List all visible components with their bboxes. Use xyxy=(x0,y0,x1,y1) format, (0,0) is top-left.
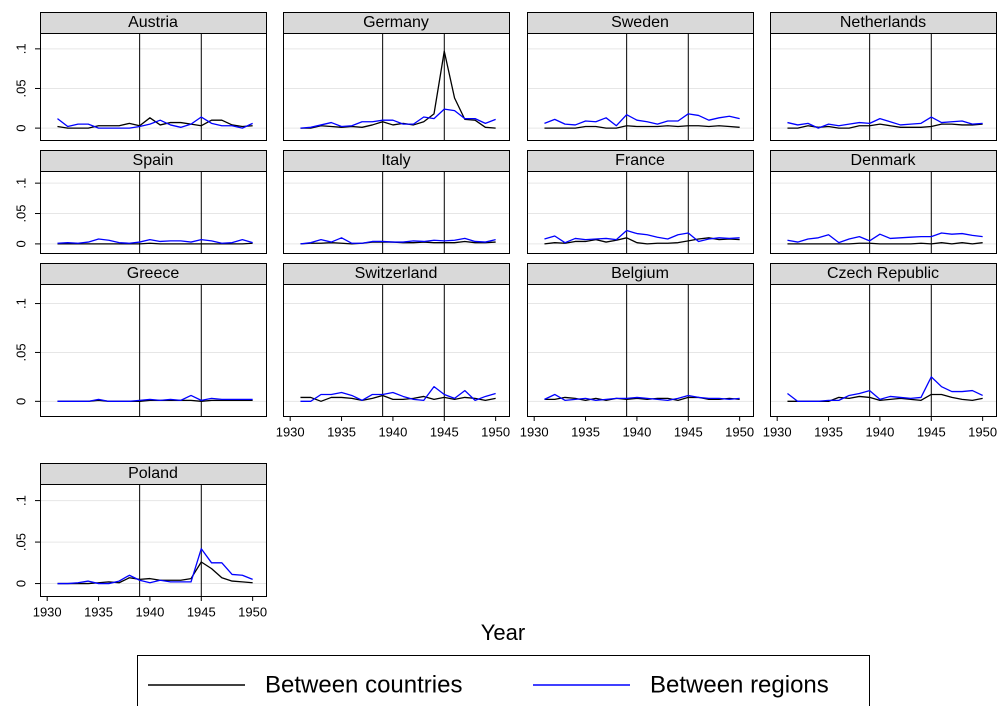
x-tick-label: 1945 xyxy=(430,424,459,439)
plot-area xyxy=(527,171,754,254)
panel-title: Spain xyxy=(133,152,174,169)
series-line xyxy=(787,232,983,244)
plot-area xyxy=(527,284,754,417)
series-line xyxy=(787,376,983,402)
x-tick-label: 1950 xyxy=(238,604,267,619)
series-line xyxy=(57,561,253,585)
x-tick-label: 1935 xyxy=(814,424,843,439)
plot-area xyxy=(40,171,267,254)
legend-label: Between regions xyxy=(650,671,829,698)
x-tick-label: 1935 xyxy=(571,424,600,439)
series-line xyxy=(57,117,253,129)
panel-title: Italy xyxy=(381,152,410,169)
x-tick-label: 1930 xyxy=(33,604,62,619)
y-tick-label: .05 xyxy=(13,533,28,551)
y-tick-label: .1 xyxy=(13,178,28,189)
series-line xyxy=(544,229,740,244)
plot-area xyxy=(770,284,997,417)
x-axis-title: Year xyxy=(481,620,525,645)
x-tick-label: 1940 xyxy=(865,424,894,439)
y-tick-label: .05 xyxy=(13,343,28,361)
plot-area xyxy=(527,33,754,141)
x-tick-label: 1930 xyxy=(276,424,305,439)
series-line xyxy=(57,394,253,402)
series-line xyxy=(544,237,740,245)
panel-title: Austria xyxy=(128,14,178,31)
x-tick-label: 1935 xyxy=(84,604,113,619)
legend-label: Between countries xyxy=(265,671,462,698)
x-tick-label: 1950 xyxy=(481,424,510,439)
x-tick-label: 1940 xyxy=(135,604,164,619)
panel-title: Czech Republic xyxy=(827,265,939,282)
series-line xyxy=(57,238,253,244)
y-tick-label: 0 xyxy=(13,580,28,587)
panel-title: Greece xyxy=(127,265,180,282)
x-tick-label: 1945 xyxy=(917,424,946,439)
x-tick-label: 1930 xyxy=(520,424,549,439)
series-line xyxy=(544,125,740,129)
panel-title: Belgium xyxy=(611,265,669,282)
plot-area xyxy=(770,171,997,254)
y-tick-label: .05 xyxy=(13,204,28,222)
y-tick-label: 0 xyxy=(13,124,28,131)
series-line xyxy=(57,116,253,129)
y-tick-label: .1 xyxy=(13,43,28,54)
plot-area xyxy=(283,33,510,141)
y-tick-label: .1 xyxy=(13,298,28,309)
series-line xyxy=(300,108,496,129)
x-tick-label: 1945 xyxy=(187,604,216,619)
panel-title: Denmark xyxy=(851,152,917,169)
y-tick-label: 0 xyxy=(13,240,28,247)
plot-area xyxy=(40,484,267,597)
series-line xyxy=(544,113,740,127)
panel-title: Germany xyxy=(363,14,429,31)
series-line xyxy=(57,548,253,585)
x-tick-label: 1950 xyxy=(725,424,754,439)
series-line xyxy=(544,393,740,402)
series-line xyxy=(57,242,253,245)
x-tick-label: 1950 xyxy=(968,424,997,439)
x-tick-label: 1935 xyxy=(327,424,356,439)
panel-title: Sweden xyxy=(611,14,669,31)
panel-title: France xyxy=(615,152,665,169)
series-line xyxy=(300,394,496,402)
x-tick-label: 1945 xyxy=(674,424,703,439)
panel-title: Netherlands xyxy=(840,14,926,31)
legend-box xyxy=(137,655,870,706)
y-tick-label: 0 xyxy=(13,398,28,405)
x-tick-label: 1940 xyxy=(378,424,407,439)
plot-area xyxy=(770,33,997,141)
series-line xyxy=(787,242,983,245)
series-line xyxy=(300,386,496,402)
series-line xyxy=(787,116,983,129)
y-tick-label: .05 xyxy=(13,79,28,97)
plot-area xyxy=(40,284,267,417)
series-line xyxy=(300,50,496,129)
y-tick-label: .1 xyxy=(13,495,28,506)
x-tick-label: 1940 xyxy=(622,424,651,439)
series-line xyxy=(300,237,496,245)
x-tick-label: 1930 xyxy=(763,424,792,439)
panel-title: Poland xyxy=(128,465,178,482)
panel-title: Switzerland xyxy=(355,265,438,282)
